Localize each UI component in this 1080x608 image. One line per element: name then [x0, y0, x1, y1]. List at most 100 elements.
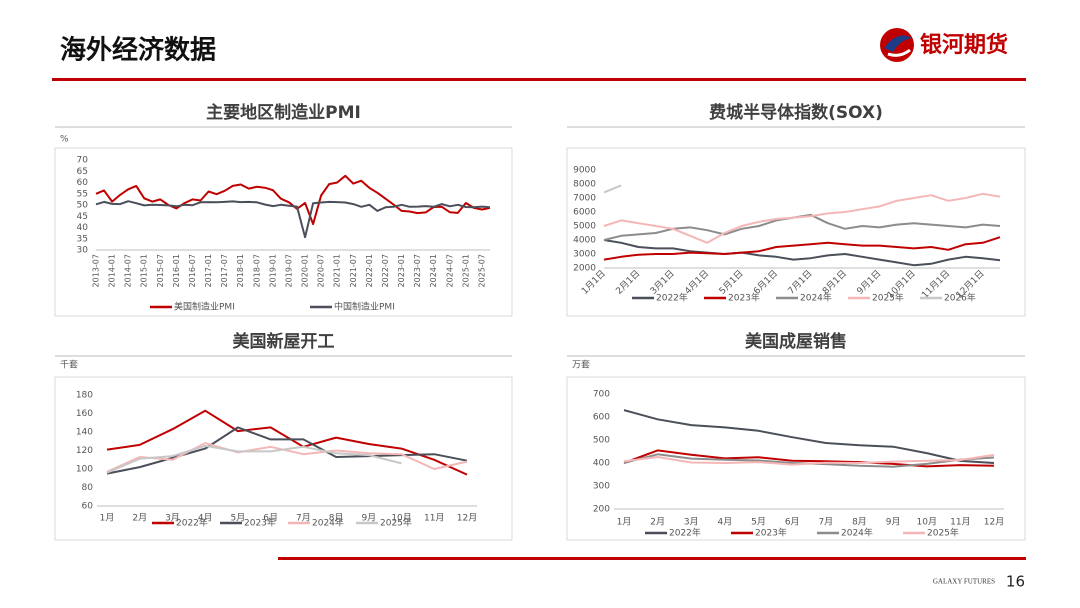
x-tick-label: 3月: [165, 513, 180, 524]
y-tick-label: 80: [82, 483, 94, 493]
legend-label: 2023年: [244, 517, 276, 529]
x-tick-label: 2017-07: [220, 254, 229, 287]
x-tick-label: 2022-07: [381, 254, 390, 287]
x-tick-label: 2016-07: [188, 254, 197, 287]
series-line: [106, 442, 468, 473]
x-tick-label: 8月1日: [820, 268, 849, 297]
x-tick-label: 2024-01: [429, 254, 438, 287]
x-tick-label: 6月: [785, 517, 800, 528]
x-tick-label: 2015-01: [140, 254, 149, 287]
legend-label: 2022年: [656, 292, 688, 304]
x-tick-label: 2014-07: [124, 254, 133, 287]
x-tick-label: 2025-07: [477, 254, 486, 287]
series-line: [95, 174, 491, 226]
y-tick-label: 50: [77, 201, 89, 211]
page-number: 16: [1006, 573, 1025, 591]
x-tick-label: 4月1日: [683, 268, 712, 297]
x-tick-label: 2月1日: [614, 268, 643, 297]
x-tick-label: 2024-07: [445, 254, 454, 287]
legend-label: 2024年: [312, 517, 344, 529]
series-line: [623, 453, 995, 466]
footer-rule: [278, 557, 1026, 560]
x-tick-label: 8月: [852, 517, 867, 528]
x-tick-label: 12月: [457, 513, 477, 524]
y-tick-label: 35: [77, 234, 88, 244]
series-line: [603, 239, 1001, 267]
legend-label: 2022年: [176, 517, 208, 529]
y-tick-label: 2000: [573, 264, 596, 274]
x-tick-label: 2016-01: [172, 254, 181, 287]
y-tick-label: 30: [77, 246, 89, 256]
x-tick-label: 2013-07: [92, 254, 101, 287]
y-tick-label: 3000: [573, 250, 596, 260]
header-rule: [52, 78, 1026, 81]
x-tick-label: 2018-07: [252, 254, 261, 287]
y-tick-label: 70: [77, 156, 89, 166]
legend-label: 2022年: [669, 527, 701, 539]
series-line: [603, 184, 622, 194]
series-line: [623, 449, 995, 468]
x-tick-label: 5月: [231, 513, 246, 524]
legend-label: 2024年: [800, 292, 832, 304]
x-tick-label: 4月: [718, 517, 733, 528]
y-tick-label: 100: [76, 465, 93, 475]
y-tick-label: 45: [77, 212, 88, 222]
x-tick-label: 9月: [361, 513, 376, 524]
series-line: [603, 236, 1001, 261]
x-tick-label: 9月1日: [855, 268, 884, 297]
legend-label: 2026年: [944, 292, 976, 304]
legend-label: 2025年: [927, 527, 959, 539]
x-tick-label: 3月1日: [648, 268, 677, 297]
logo-stroke: [887, 48, 911, 57]
x-tick-label: 7月: [296, 513, 311, 524]
x-tick-label: 7月1日: [786, 268, 815, 297]
x-tick-label: 2025-01: [461, 254, 470, 287]
legend-label: 2025年: [380, 517, 412, 529]
chart-title: 美国成屋销售: [745, 331, 847, 352]
y-tick-label: 7000: [573, 194, 596, 204]
y-axis-label: 千套: [60, 359, 78, 371]
y-tick-label: 8000: [573, 180, 596, 190]
footer-brand: GALAXY FUTURES: [933, 578, 995, 586]
x-tick-label: 2月: [650, 517, 665, 528]
y-tick-label: 160: [76, 409, 93, 419]
chart-title: 费城半导体指数(SOX): [709, 102, 883, 123]
y-tick-label: 60: [77, 178, 89, 188]
logo-text: 银河期货: [920, 32, 1008, 58]
x-tick-label: 11月: [424, 513, 444, 524]
x-tick-label: 9月: [886, 517, 901, 528]
y-tick-label: 55: [77, 189, 88, 199]
chart-title: 美国新屋开工: [233, 331, 335, 352]
y-tick-label: 60: [82, 502, 94, 512]
x-tick-label: 12月: [984, 517, 1004, 528]
x-tick-label: 2022-01: [365, 254, 374, 287]
legend-label: 2023年: [728, 292, 760, 304]
page-title: 海外经济数据: [60, 35, 216, 66]
y-axis-label: 万套: [572, 359, 590, 371]
x-tick-label: 2021-07: [349, 254, 358, 287]
x-tick-label: 2023-07: [413, 254, 422, 287]
y-tick-label: 700: [593, 390, 610, 400]
x-tick-label: 2月: [132, 513, 147, 524]
y-tick-label: 65: [77, 167, 88, 177]
series-line: [106, 409, 468, 476]
logo-swoosh: [884, 35, 912, 52]
y-tick-label: 300: [593, 482, 610, 492]
legend-label: 2024年: [841, 527, 873, 539]
y-tick-label: 5000: [573, 222, 596, 232]
x-tick-label: 1月: [100, 513, 115, 524]
x-tick-label: 1月: [617, 517, 632, 528]
x-tick-label: 3月: [684, 517, 699, 528]
x-tick-label: 2023-01: [397, 254, 406, 287]
x-tick-label: 10月: [391, 513, 411, 524]
y-tick-label: 40: [77, 223, 89, 233]
plot-frame: [54, 376, 513, 541]
y-tick-label: 120: [76, 446, 93, 456]
y-tick-label: 140: [76, 428, 93, 438]
series-line: [623, 409, 995, 464]
chart-title: 主要地区制造业PMI: [206, 102, 361, 123]
